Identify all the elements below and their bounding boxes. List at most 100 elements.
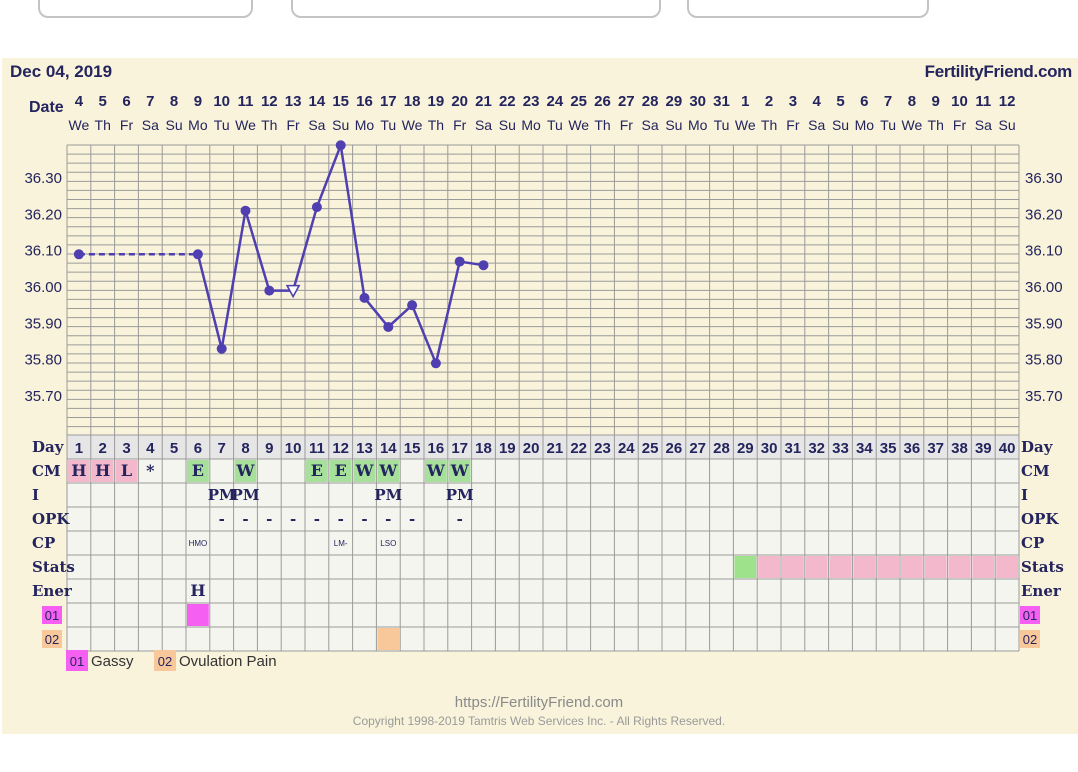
row-label-right: Stats	[1021, 558, 1064, 576]
footer-url[interactable]: https://FertilityFriend.com	[454, 694, 624, 711]
date-tick: 19	[428, 93, 445, 110]
weekday-tick: Th	[594, 117, 610, 133]
cm-cell-fill	[425, 460, 447, 482]
row-label-right: Ener	[1021, 582, 1062, 600]
temperature-line	[73, 140, 489, 369]
day-number: 14	[380, 440, 397, 457]
y-tick-right: 36.20	[1025, 206, 1063, 223]
symptom-cell-02	[377, 628, 400, 650]
day-number: 39	[975, 440, 992, 457]
temp-segment	[244, 210, 271, 291]
y-tick-left: 36.30	[24, 170, 62, 187]
temp-point	[430, 358, 441, 369]
cm-value: W	[450, 461, 470, 480]
day-number: 23	[594, 440, 611, 457]
day-number: 38	[951, 440, 968, 457]
date-tick: 12	[999, 93, 1016, 110]
row-label-left: OPK	[32, 510, 70, 528]
temp-segment	[196, 253, 223, 350]
weekday-tick: Su	[832, 117, 849, 133]
cm-cell-fill	[448, 460, 471, 482]
day-number: 11	[309, 440, 325, 457]
date-tick: 4	[75, 93, 84, 110]
date-tick: 13	[285, 93, 302, 110]
weekday-tick: Su	[332, 117, 349, 133]
date-tick: 7	[146, 93, 154, 110]
date-tick: 16	[356, 93, 373, 110]
date-tick: 9	[194, 93, 202, 110]
symptom-badge-right	[1020, 606, 1040, 624]
cm-cell-fill	[187, 460, 209, 482]
opk-value: -	[338, 510, 344, 528]
temp-segment	[291, 206, 319, 291]
y-tick-right: 35.80	[1025, 352, 1063, 369]
legend-code: 01	[70, 654, 84, 669]
cm-cell-fill	[306, 460, 328, 482]
stats-cell-green	[734, 556, 757, 578]
date-tick: 24	[547, 93, 564, 110]
opk-value: -	[290, 510, 296, 528]
day-number: 2	[99, 440, 107, 457]
weekday-tick: Th	[261, 117, 277, 133]
y-tick-left: 35.90	[24, 315, 62, 332]
opk-value: -	[409, 510, 415, 528]
top-button-left[interactable]	[38, 0, 253, 18]
cm-cell-fill	[91, 460, 114, 482]
day-number: 5	[170, 440, 178, 457]
row-label-left: Ener	[32, 582, 73, 600]
y-tick-left: 35.80	[24, 352, 62, 369]
temp-point	[73, 249, 84, 260]
weekday-tick: Tu	[547, 117, 563, 133]
top-button-right[interactable]	[687, 0, 929, 18]
opk-value: -	[457, 510, 463, 528]
top-button-middle[interactable]	[291, 0, 661, 18]
date-tick: 14	[309, 93, 326, 110]
weekday-tick: Fr	[286, 117, 300, 133]
temp-point	[264, 285, 275, 296]
weekday-tick: Sa	[308, 117, 325, 133]
row-label-left: CM	[32, 462, 61, 480]
cm-value: L	[121, 461, 132, 480]
date-tick: 21	[475, 93, 492, 110]
weekday-tick: Su	[166, 117, 183, 133]
y-tick-right: 36.00	[1025, 279, 1063, 296]
weekday-tick: Tu	[880, 117, 896, 133]
date-tick: 28	[642, 93, 659, 110]
date-tick: 11	[975, 93, 991, 110]
temp-point	[359, 292, 370, 303]
weekday-tick: Th	[761, 117, 777, 133]
day-number: 20	[523, 440, 540, 457]
row-label-left: I	[32, 486, 39, 504]
date-tick: 5	[99, 93, 107, 110]
weekday-tick: Mo	[688, 117, 708, 133]
y-tick-right: 35.70	[1025, 388, 1063, 405]
stats-cell-pink	[877, 556, 899, 578]
weekday-tick: Fr	[953, 117, 967, 133]
stats-cell-pink	[829, 556, 852, 578]
date-tick: 23	[523, 93, 540, 110]
weekday-tick: Tu	[714, 117, 730, 133]
date-tick: 17	[380, 93, 397, 110]
stats-cell-pink	[782, 556, 804, 578]
weekday-tick: Sa	[475, 117, 492, 133]
day-number: 35	[880, 440, 897, 457]
opk-value: -	[361, 510, 367, 528]
date-tick: 6	[860, 93, 868, 110]
day-number: 36	[904, 440, 921, 457]
day-number: 19	[499, 440, 516, 457]
day-number: 12	[332, 440, 349, 457]
cm-cell-fill	[377, 460, 400, 482]
day-number: 30	[761, 440, 778, 457]
intercourse-value: PM	[232, 486, 260, 504]
opk-value: -	[314, 510, 320, 528]
day-number: 13	[356, 440, 373, 457]
temp-segment	[363, 297, 390, 328]
weekday-tick: Su	[665, 117, 682, 133]
date-tick: 15	[332, 93, 349, 110]
day-number: 28	[713, 440, 730, 457]
date-tick: 9	[932, 93, 940, 110]
date-tick: 30	[689, 93, 706, 110]
date-tick: 31	[713, 93, 730, 110]
cm-cell-fill	[234, 460, 257, 482]
